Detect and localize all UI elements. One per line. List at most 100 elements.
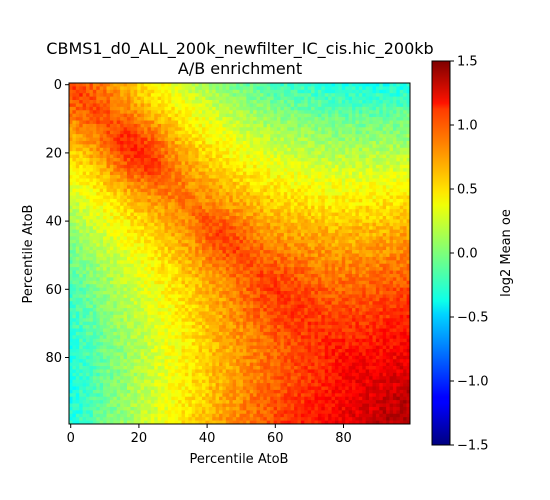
heatmap-cell <box>280 134 285 138</box>
heatmap-cell <box>386 192 390 196</box>
heatmap-cell <box>150 100 155 104</box>
heatmap-cell <box>212 158 216 162</box>
heatmap-cell <box>208 236 213 241</box>
heatmap-cell <box>215 103 220 108</box>
heatmap-cell <box>399 100 404 104</box>
heatmap-cell <box>205 123 210 128</box>
heatmap-cell <box>140 215 145 220</box>
heatmap-cell <box>106 151 111 155</box>
heatmap-cell <box>133 171 138 176</box>
heatmap-cell <box>171 229 176 234</box>
heatmap-cell <box>69 175 73 179</box>
heatmap-cell <box>123 246 128 251</box>
heatmap-cell <box>392 175 397 179</box>
heatmap-cell <box>317 123 322 128</box>
heatmap-cell <box>92 185 97 190</box>
heatmap-cell <box>242 113 247 118</box>
heatmap-cell <box>133 239 138 244</box>
heatmap-cell <box>103 127 107 132</box>
heatmap-cell <box>365 222 370 227</box>
heatmap-cell <box>82 96 87 101</box>
heatmap-cell <box>348 127 353 132</box>
heatmap-cell <box>236 195 240 200</box>
heatmap-cell <box>212 212 216 217</box>
heatmap-cell <box>294 158 298 162</box>
heatmap-cell <box>126 192 131 196</box>
heatmap-cell <box>222 192 227 196</box>
heatmap-cell <box>178 250 182 254</box>
heatmap-cell <box>321 198 326 203</box>
heatmap-cell <box>372 103 377 108</box>
heatmap-cell <box>191 192 196 196</box>
heatmap-cell <box>201 229 206 234</box>
heatmap-cell <box>225 103 230 108</box>
heatmap-cell <box>372 250 377 254</box>
heatmap-cell <box>334 106 339 111</box>
heatmap-cell <box>86 86 90 91</box>
heatmap-cell <box>314 185 319 190</box>
heatmap-cell <box>355 89 360 94</box>
heatmap-cell <box>181 130 186 135</box>
heatmap-cell <box>116 134 121 138</box>
heatmap-cell <box>109 250 114 254</box>
heatmap-cell <box>256 154 261 159</box>
heatmap-cell <box>324 117 329 121</box>
heatmap-cell <box>178 144 182 149</box>
heatmap-cell <box>79 96 83 101</box>
heatmap-cell <box>280 117 285 121</box>
heatmap-cell <box>130 171 135 176</box>
heatmap-cell <box>150 236 155 241</box>
heatmap-cell <box>215 192 220 196</box>
heatmap-cell <box>311 209 315 213</box>
heatmap-cell <box>150 96 155 101</box>
heatmap-cell <box>249 205 254 210</box>
heatmap-cell <box>341 117 346 121</box>
heatmap-cell <box>72 164 77 169</box>
heatmap-cell <box>113 185 118 190</box>
heatmap-cell <box>225 246 230 251</box>
heatmap-cell <box>280 96 285 101</box>
heatmap-cell <box>164 229 169 234</box>
heatmap-cell <box>277 113 281 118</box>
heatmap-cell <box>270 236 274 241</box>
heatmap-cell <box>171 168 176 173</box>
heatmap-cell <box>161 161 165 166</box>
heatmap-cell <box>79 113 83 118</box>
heatmap-cell <box>403 171 407 176</box>
heatmap-cell <box>113 158 118 162</box>
heatmap-cell <box>338 250 343 254</box>
heatmap-cell <box>352 86 356 91</box>
heatmap-cell <box>130 151 135 155</box>
heatmap-cell <box>106 154 111 159</box>
heatmap-cell <box>229 103 234 108</box>
heatmap-cell <box>256 202 261 207</box>
heatmap-cell <box>147 144 152 149</box>
heatmap-cell <box>178 120 182 125</box>
heatmap-cell <box>321 171 326 176</box>
heatmap-cell <box>225 151 230 155</box>
heatmap-cell <box>273 134 278 138</box>
heatmap-cell <box>324 86 329 91</box>
heatmap-cell <box>375 236 380 241</box>
heatmap-cell <box>242 86 247 91</box>
heatmap-cell <box>137 117 141 121</box>
heatmap-cell <box>188 103 193 108</box>
heatmap-cell <box>280 181 285 186</box>
heatmap-cell <box>181 185 186 190</box>
heatmap-cell <box>171 215 176 220</box>
heatmap-cell <box>389 154 394 159</box>
heatmap-cell <box>236 192 240 196</box>
heatmap-cell <box>96 117 101 121</box>
heatmap-cell <box>242 151 247 155</box>
heatmap-cell <box>355 120 360 125</box>
heatmap-cell <box>300 185 305 190</box>
heatmap-cell <box>126 171 131 176</box>
heatmap-cell <box>120 233 124 237</box>
heatmap-cell <box>140 106 145 111</box>
heatmap-cell <box>307 198 312 203</box>
heatmap-cell <box>195 130 199 135</box>
heatmap-cell <box>229 168 234 173</box>
heatmap-cell <box>171 86 176 91</box>
heatmap-cell <box>75 123 80 128</box>
heatmap-cell <box>297 137 302 142</box>
